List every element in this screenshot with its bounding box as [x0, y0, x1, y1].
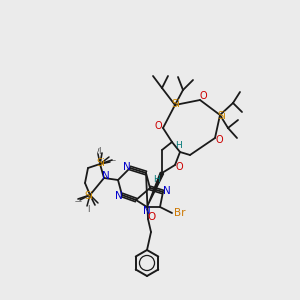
- Text: N: N: [115, 191, 123, 201]
- Text: N: N: [163, 186, 171, 196]
- Text: Si: Si: [218, 111, 226, 121]
- Text: |: |: [98, 148, 100, 154]
- Text: Br: Br: [174, 208, 186, 218]
- Text: Si: Si: [172, 99, 180, 109]
- Text: H: H: [176, 142, 182, 151]
- Text: N: N: [143, 206, 151, 216]
- Text: N: N: [102, 171, 110, 181]
- Text: /: /: [97, 148, 99, 154]
- Text: Si: Si: [97, 158, 105, 168]
- Text: —: —: [74, 198, 82, 204]
- Text: Si: Si: [85, 191, 93, 201]
- Text: O: O: [175, 162, 183, 172]
- Text: H: H: [154, 175, 160, 184]
- Text: N: N: [123, 162, 131, 172]
- Text: O: O: [199, 91, 207, 101]
- Text: O: O: [148, 212, 156, 222]
- Text: —: —: [109, 157, 116, 163]
- Text: O: O: [154, 121, 162, 131]
- Polygon shape: [147, 172, 164, 207]
- Text: O: O: [215, 135, 223, 145]
- Text: |: |: [87, 206, 89, 212]
